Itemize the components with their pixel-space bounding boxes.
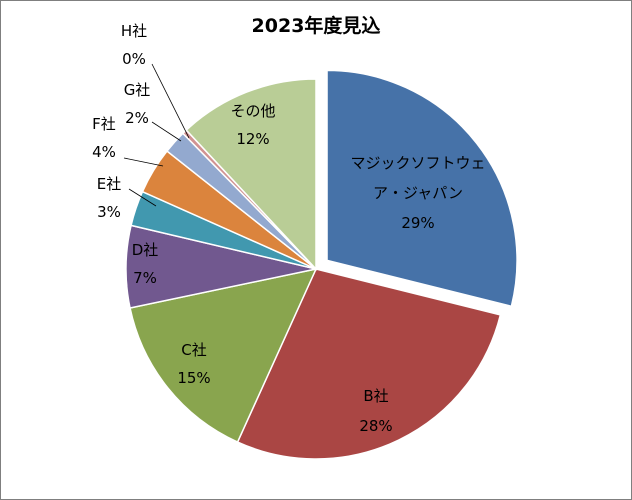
pie-slice-0 [326,69,518,308]
data-label-5-1: 4% [92,143,116,161]
data-label-7-0: H社 [121,22,147,40]
data-label-2-1: 15% [177,369,210,387]
data-label-3-0: D社 [132,241,159,259]
data-label-4-0: E社 [97,175,121,193]
data-label-8-1: 12% [236,130,269,148]
data-label-6-1: 2% [125,109,149,127]
data-label-1-0: B社 [363,387,388,405]
data-label-3-1: 7% [133,269,157,287]
pie-slice-1 [236,268,502,460]
data-label-1-1: 28% [359,417,392,435]
leader-line-4 [128,188,157,207]
data-label-5-0: F社 [92,115,116,133]
data-label-7-1: 0% [122,50,146,68]
data-label-8-0: その他 [230,102,275,120]
leader-line-5 [123,157,164,167]
leader-line-7 [151,63,190,139]
pie-slice-2 [129,267,318,444]
pie-slice-8 [185,78,317,271]
data-label-2-0: C社 [181,341,206,359]
data-label-0-2: 29% [401,214,434,232]
data-label-0-1: ア・ジャパン [373,184,463,202]
data-label-6-0: G社 [124,81,151,99]
data-label-0-0: マジックソフトウェ [350,154,485,172]
data-label-4-1: 3% [97,203,121,221]
chart-title: 2023年度見込 [251,15,381,37]
leader-line-6 [151,121,182,142]
